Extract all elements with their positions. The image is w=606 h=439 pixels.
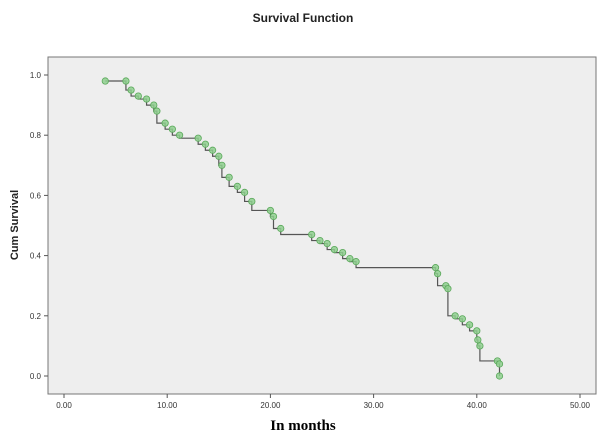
censor-marker — [241, 188, 249, 196]
chart-title: Survival Function — [253, 11, 354, 25]
x-axis: 0.00 10.00 20.00 30.00 40.00 50.00 — [56, 394, 591, 410]
censor-marker — [339, 248, 347, 257]
censor-marker — [218, 161, 226, 169]
x-tick-label: 40.00 — [467, 401, 488, 410]
censor-marker — [451, 312, 459, 320]
x-tick-label: 0.00 — [56, 401, 72, 410]
censor-marker — [161, 119, 169, 127]
censor-marker — [134, 92, 142, 100]
censor-marker — [476, 342, 484, 350]
censor-marker — [127, 86, 135, 94]
x-tick-label: 20.00 — [260, 401, 281, 410]
censor-marker — [201, 140, 209, 148]
censor-marker — [465, 321, 474, 329]
y-axis-label: Cum Survival — [9, 190, 21, 260]
censor-marker — [346, 255, 354, 263]
y-tick-label: 0.0 — [30, 372, 42, 381]
censor-marker — [150, 101, 158, 109]
censor-marker — [269, 212, 278, 221]
censor-marker — [495, 372, 504, 380]
x-tick-label: 50.00 — [570, 401, 591, 410]
censor-marker — [142, 95, 151, 103]
censor-marker — [248, 197, 256, 206]
censor-marker — [323, 239, 331, 248]
y-tick-label: 0.6 — [30, 191, 42, 200]
y-tick-label: 1.0 — [30, 71, 42, 80]
censor-marker — [330, 245, 338, 254]
censor-marker — [153, 107, 161, 115]
censor-marker — [277, 224, 285, 233]
censor-marker — [474, 336, 482, 344]
plot-area — [47, 56, 597, 395]
censor-marker — [101, 77, 109, 85]
censor-marker — [175, 131, 184, 139]
censor-marker — [458, 315, 466, 323]
y-tick-label: 0.8 — [30, 131, 42, 140]
censor-marker — [444, 285, 452, 293]
censor-marker — [473, 327, 481, 335]
censor-marker — [233, 182, 241, 190]
x-axis-label: In months — [270, 418, 336, 434]
censor-marker — [433, 270, 442, 278]
censor-marker — [215, 152, 223, 160]
x-tick-label: 10.00 — [157, 401, 178, 410]
y-tick-label: 0.2 — [30, 312, 42, 321]
censor-marker — [266, 206, 274, 215]
censor-marker — [308, 230, 316, 239]
censor-marker — [316, 236, 324, 245]
censor-marker — [194, 134, 202, 142]
censor-marker — [352, 258, 360, 266]
censor-marker — [168, 125, 176, 133]
survival-series — [101, 77, 504, 380]
y-axis: 0.0 0.2 0.4 0.6 0.8 1.0 — [30, 71, 48, 381]
censor-marker — [225, 173, 233, 181]
x-tick-label: 30.00 — [364, 401, 385, 410]
censor-marker — [209, 146, 217, 154]
y-tick-label: 0.4 — [30, 252, 42, 261]
censor-marker — [122, 77, 130, 85]
censor-marker — [431, 264, 440, 272]
censor-marker — [495, 360, 504, 368]
